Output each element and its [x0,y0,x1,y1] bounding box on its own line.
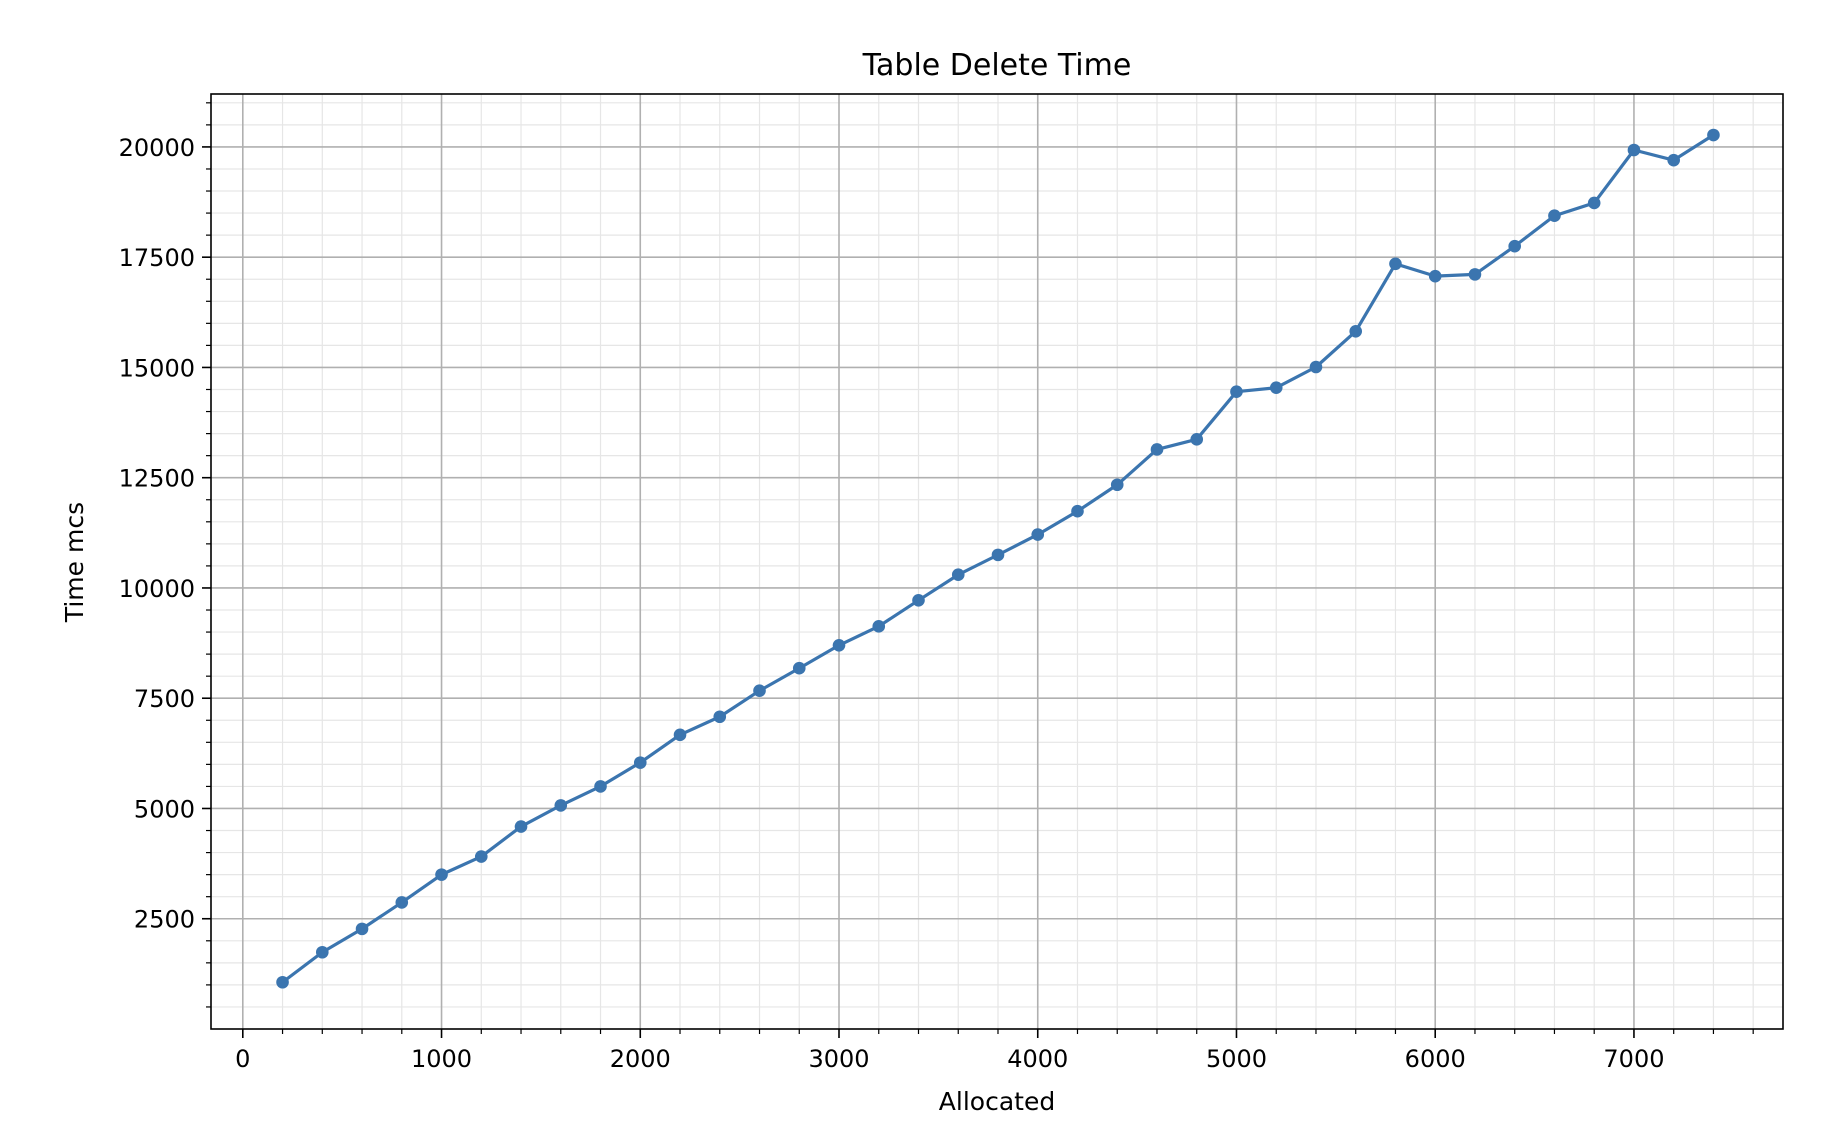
data-point [1031,528,1045,541]
data-point [435,868,448,881]
y-tick-label: 5000 [134,795,195,823]
data-point [395,896,409,909]
data-point [872,620,886,633]
data-point [792,661,806,675]
data-point [1110,478,1124,492]
x-tick-label: 1000 [411,1045,472,1073]
y-tick-label: 17500 [119,244,195,272]
data-point [355,922,369,936]
data-point [1627,143,1641,157]
data-point [276,975,289,989]
y-tick-label: 7500 [134,685,195,713]
x-tick-label: 5000 [1206,1045,1267,1073]
x-tick-label: 4000 [1007,1045,1068,1073]
data-point [514,820,528,833]
x-tick-label: 7000 [1603,1045,1664,1073]
data-point [753,684,766,698]
x-tick-label: 2000 [610,1045,671,1073]
plot-frame [210,93,1784,1030]
data-point [1508,239,1522,253]
y-tick-label: 15000 [119,354,195,382]
data-point [1389,257,1402,271]
y-axis-label: Time mcs [60,502,89,623]
y-tick-label: 2500 [134,906,195,934]
x-tick-label: 0 [235,1045,250,1073]
x-tick-label: 3000 [808,1045,869,1073]
x-tick-label: 6000 [1405,1045,1466,1073]
data-point [912,594,925,607]
data-point [1428,269,1442,283]
data-point [554,799,568,812]
data-point [633,756,647,769]
data-point [832,638,846,652]
data-point [474,850,488,863]
data-point [1349,324,1363,338]
data-point [1269,381,1283,395]
data-point [1667,153,1680,167]
series-layer [276,128,1720,989]
y-tick-label: 20000 [119,134,195,162]
data-point [1230,385,1243,399]
data-point [1309,360,1323,374]
data-point [1707,128,1720,142]
data-point [1587,196,1601,210]
data-point [1190,433,1204,446]
major-grid [211,94,1783,1029]
data-point [315,945,329,959]
data-point [673,728,687,742]
data-point [1150,443,1164,456]
data-point [1468,268,1482,281]
data-point [594,780,607,793]
chart-title: Table Delete Time [862,48,1132,83]
y-tick-label: 12500 [119,465,195,493]
x-axis-label: Allocated [939,1087,1055,1116]
data-point [991,548,1005,562]
data-point [1071,504,1084,518]
data-point [951,568,965,582]
data-point [713,710,727,724]
ticks-layer: 0 1000 2000 3000 4000 5000 6000 7000 2500 5000 750… [119,102,1754,1073]
y-tick-label: 10000 [119,575,195,603]
data-point [1548,209,1561,223]
minor-grid [211,94,1783,1029]
